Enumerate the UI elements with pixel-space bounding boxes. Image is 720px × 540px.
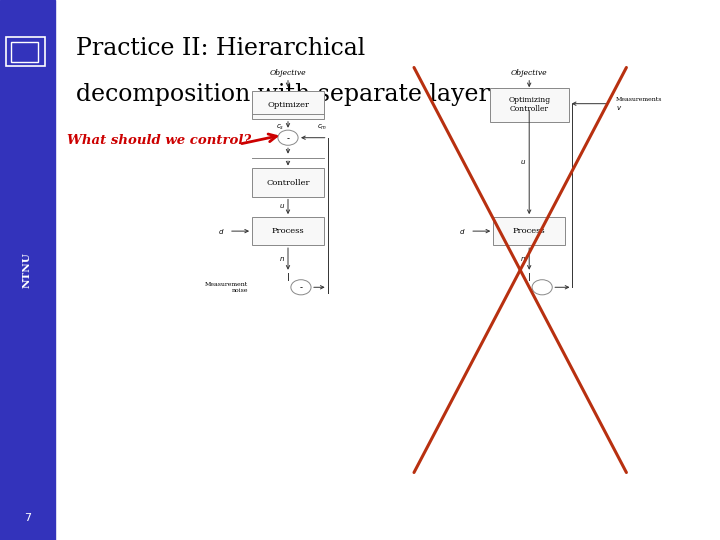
Text: Practice II: Hierarchical: Practice II: Hierarchical: [76, 37, 365, 60]
Bar: [252, 217, 324, 245]
Text: Measurement
noise: Measurement noise: [205, 282, 248, 293]
Text: $u$: $u$: [279, 202, 285, 210]
Bar: [252, 91, 324, 119]
Text: Measurements: Measurements: [616, 97, 662, 103]
Bar: [6, 37, 45, 66]
Bar: [490, 88, 569, 122]
Text: $d$: $d$: [459, 227, 466, 235]
Text: Optimizer: Optimizer: [267, 101, 309, 109]
Text: Process: Process: [271, 227, 305, 235]
Text: NTNU: NTNU: [23, 252, 32, 288]
Bar: [11, 42, 38, 62]
Text: What should we control?: What should we control?: [67, 134, 251, 147]
Text: Objective: Objective: [270, 69, 306, 77]
Text: $d$: $d$: [218, 227, 225, 235]
Text: Objective: Objective: [511, 69, 547, 77]
Text: $v$: $v$: [616, 104, 622, 112]
Text: decomposition with separate layers: decomposition with separate layers: [76, 83, 502, 106]
Text: Optimizing
Controller: Optimizing Controller: [508, 96, 550, 113]
Text: -: -: [300, 284, 302, 292]
Text: -: -: [287, 134, 289, 143]
Bar: [252, 168, 324, 197]
Text: 7: 7: [24, 514, 31, 523]
Text: $c_s$: $c_s$: [276, 123, 284, 132]
Text: $c_m$: $c_m$: [317, 123, 327, 132]
Text: $n$: $n$: [521, 255, 526, 263]
Bar: [0, 0, 55, 540]
Text: Controller: Controller: [266, 179, 310, 186]
Text: Process: Process: [513, 227, 546, 235]
Bar: [493, 217, 565, 245]
Text: $u$: $u$: [520, 158, 526, 166]
Text: $n$: $n$: [279, 255, 285, 263]
